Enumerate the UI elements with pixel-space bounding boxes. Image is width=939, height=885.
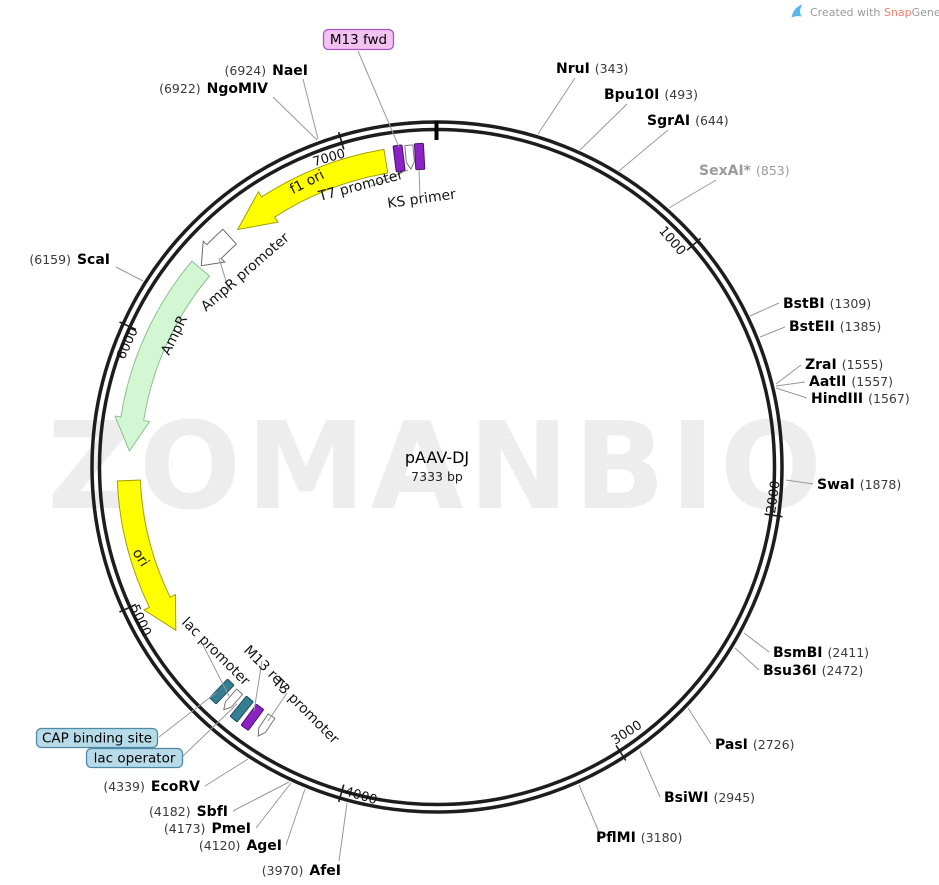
snapgene-credit-text: Created with SnapGene® xyxy=(810,6,939,19)
tick-7000 xyxy=(337,131,345,150)
site-label-swai[interactable]: SwaI (1878) xyxy=(817,477,901,493)
feature-label-t3-promoter[interactable]: T3 promoter xyxy=(268,674,342,748)
feature-arrow-f1-ori[interactable] xyxy=(236,148,389,231)
boxed-label-m13-fwd-text: M13 fwd xyxy=(330,32,387,48)
boxed-label-lac-operator[interactable]: lac operator xyxy=(85,747,184,769)
tick-4000 xyxy=(337,784,345,803)
feature-box-lac-operator[interactable] xyxy=(229,695,254,723)
snapgene-swoosh-icon xyxy=(791,4,803,18)
tick-3000 xyxy=(615,744,627,761)
leader-aatii xyxy=(775,381,806,387)
feature-arrow-ampr-promoter[interactable] xyxy=(200,228,238,267)
site-label-hindiii[interactable]: HindIII (1567) xyxy=(811,391,910,407)
feature-label-ks-primer[interactable]: KS primer xyxy=(386,186,457,211)
tick-5000 xyxy=(119,603,137,613)
tick-1000 xyxy=(686,237,702,251)
leader-swai xyxy=(785,479,814,485)
leader-t3-promoter xyxy=(267,692,288,722)
leader-bsiwi xyxy=(639,750,661,798)
feature-box-m13-rev[interactable] xyxy=(240,704,264,731)
leader-nrui xyxy=(537,77,576,135)
tick-2000 xyxy=(764,513,783,518)
site-label-nrui[interactable]: NruI (343) xyxy=(556,61,628,77)
snapgene-credit[interactable]: Created with SnapGene® xyxy=(791,4,939,20)
site-label-pasi[interactable]: PasI (2726) xyxy=(715,737,794,753)
leader-sbfi xyxy=(232,781,290,812)
leader-hindiii xyxy=(775,387,808,399)
watermark-text: ZOMANBIO xyxy=(47,398,827,537)
site-label-bsu36i[interactable]: Bsu36I (2472) xyxy=(763,663,863,679)
site-label-bpu10i[interactable]: Bpu10I (493) xyxy=(604,87,698,103)
leader-bstbi xyxy=(749,302,780,317)
feature-box-m13-fwd[interactable] xyxy=(392,144,406,173)
origin-tick xyxy=(434,121,439,140)
leader-m13-fwd xyxy=(357,50,400,148)
leader-naei xyxy=(302,78,319,140)
site-label-sexai[interactable]: SexAI* (853) xyxy=(699,163,790,179)
boxed-label-cap-binding-site-text: CAP binding site xyxy=(42,731,152,747)
feature-arrow-t7-promoter[interactable] xyxy=(404,144,415,171)
tick-marks xyxy=(119,131,783,803)
boxed-label-m13-fwd[interactable]: M13 fwd xyxy=(322,28,395,51)
site-label-naei[interactable]: (6924) NaeI xyxy=(225,63,308,79)
tick-label-3000: 3000 xyxy=(609,718,645,749)
leader-ampr-promoter xyxy=(218,257,230,292)
leader-m13-rev xyxy=(253,660,263,712)
leader-afei xyxy=(338,802,348,862)
site-labels: NruI (343) Bpu10I (493) SgrAI (644) SexAI*(… xyxy=(29,61,909,879)
leader-bpu10i xyxy=(579,103,628,151)
site-label-sgrai[interactable]: SgrAI (644) xyxy=(647,113,729,129)
site-label-bsiwi[interactable]: BsiWI (2945) xyxy=(664,790,755,806)
leader-sexai xyxy=(668,179,717,209)
leader-lac-promoter xyxy=(202,644,230,697)
plasmid-size: 7333 bp xyxy=(411,469,463,484)
feature-box-ks-primer[interactable] xyxy=(413,142,426,171)
site-label-pmei[interactable]: (4173) PmeI xyxy=(164,821,251,837)
leader-pmei xyxy=(255,782,292,829)
leader-agei xyxy=(285,788,306,846)
leader-sgrai xyxy=(618,129,669,172)
leader-lines xyxy=(115,50,814,862)
site-label-pflmi[interactable]: PflMI (3180) xyxy=(596,830,682,846)
leader-ngomiv xyxy=(272,96,318,141)
boxed-label-cap-binding-site[interactable]: CAP binding site xyxy=(35,727,159,749)
feature-arrow-t3-promoter[interactable] xyxy=(255,713,276,738)
tick-6000 xyxy=(119,321,137,331)
site-label-bstbi[interactable]: BstBI (1309) xyxy=(783,296,871,312)
feature-box-cap-binding-site[interactable] xyxy=(209,678,235,705)
site-label-scai[interactable]: (6159) ScaI xyxy=(29,252,110,268)
site-label-zrai[interactable]: ZraI (1555) xyxy=(805,357,883,373)
leader-cap-binding-site xyxy=(158,691,218,738)
site-label-bsmbi[interactable]: BsmBI (2411) xyxy=(773,645,869,661)
leader-bsu36i xyxy=(734,647,760,671)
site-label-ngomiv[interactable]: (6922) NgoMIV xyxy=(159,81,268,97)
leader-pasi xyxy=(687,707,712,745)
leader-scai xyxy=(115,266,144,282)
leader-pflmi xyxy=(578,784,602,838)
leader-ks-primer xyxy=(418,169,421,197)
leader-zrai xyxy=(775,364,802,385)
boxed-label-lac-operator-text: lac operator xyxy=(94,751,176,767)
feature-arrow-lac-promoter[interactable] xyxy=(221,688,244,712)
feature-arrow-ampr[interactable] xyxy=(114,260,211,452)
site-label-aatii[interactable]: AatII (1557) xyxy=(809,374,893,390)
site-label-afei[interactable]: (3970) AfeI xyxy=(262,863,341,879)
site-label-sbfi[interactable]: (4182) SbfI xyxy=(149,804,228,820)
site-label-agei[interactable]: (4120) AgeI xyxy=(199,838,282,854)
leader-bsmbi xyxy=(743,632,770,653)
leader-bsteii xyxy=(759,326,786,338)
leader-lac-operator xyxy=(181,703,238,758)
feature-arrow-ori[interactable] xyxy=(116,479,177,632)
plasmid-title: pAAV-DJ xyxy=(405,448,469,467)
leader-ecorv xyxy=(204,758,249,787)
tick-label-2000: 2000 xyxy=(764,480,784,515)
site-label-ecorv[interactable]: (4339) EcoRV xyxy=(103,779,200,795)
tick-label-1000: 1000 xyxy=(655,224,688,259)
leader-t7-promoter xyxy=(370,169,409,187)
site-label-bsteii[interactable]: BstEII (1385) xyxy=(789,319,881,335)
